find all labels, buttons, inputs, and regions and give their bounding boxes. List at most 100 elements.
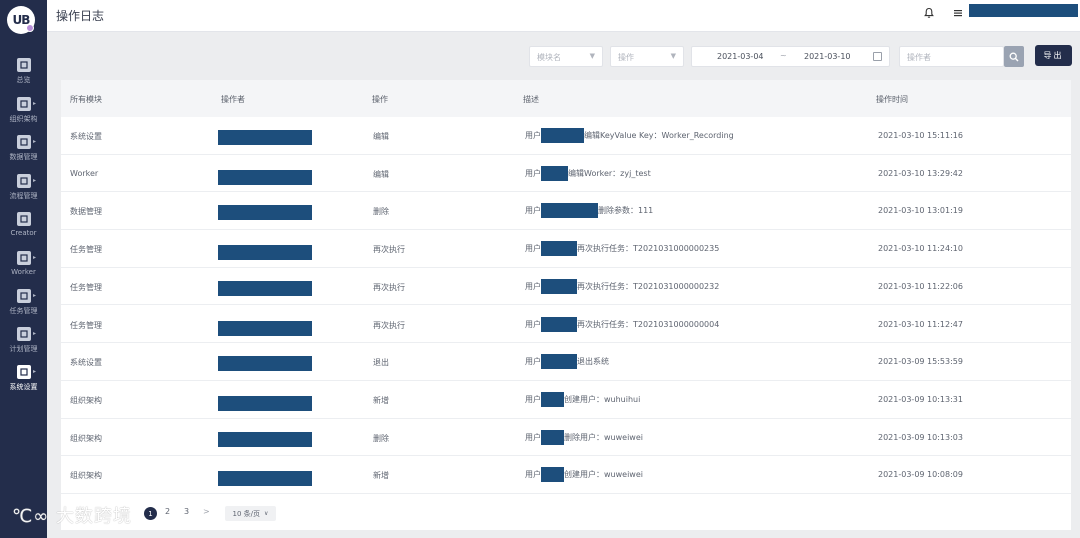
date-end[interactable]: 2021-03-10 xyxy=(804,52,851,61)
sidebar-item-5[interactable]: Worker ▸ xyxy=(0,249,47,285)
chevron-right-icon: ▸ xyxy=(32,368,36,375)
sidebar-item-8[interactable]: 系统设置 ▸ xyxy=(0,363,47,399)
cell-description: 用户 再次执行任务：T2021031000000232 xyxy=(525,278,719,294)
description-prefix: 用户 xyxy=(525,357,541,367)
cell-time: 2021-03-09 10:08:09 xyxy=(878,470,963,480)
cell-operation: 新增 xyxy=(373,395,389,405)
settings-icon xyxy=(16,365,31,379)
description-prefix: 用户 xyxy=(525,432,541,442)
user-redacted xyxy=(541,354,577,370)
sidebar-item-label: 数据管理 xyxy=(9,153,38,161)
user-account-redacted[interactable] xyxy=(969,4,1078,17)
logo-badge xyxy=(26,24,34,32)
cell-module: 系统设置 xyxy=(70,132,102,141)
cell-operation: 再次执行 xyxy=(373,245,405,255)
sidebar-item-label: 总览 xyxy=(16,76,31,84)
table-row[interactable]: 数据管理 删除 用户 删除参数：111 2021-03-10 13:01:19 xyxy=(61,192,1071,231)
page-3-button[interactable]: 3 xyxy=(184,507,190,516)
sidebar-item-7[interactable]: 计划管理 ▸ xyxy=(0,325,47,361)
menu-icon[interactable] xyxy=(953,8,963,18)
cell-description: 用户 创建用户：wuweiwei xyxy=(525,467,643,483)
table-row[interactable]: 任务管理 再次执行 用户 再次执行任务：T2021031000000004 2021-0… xyxy=(61,306,1071,344)
description-text: 删除用户：wuweiwei xyxy=(564,432,643,442)
monitor-icon xyxy=(16,212,31,226)
cell-description: 用户 再次执行任务：T2021031000000004 xyxy=(525,316,720,332)
operator-redacted xyxy=(218,205,312,221)
sidebar-item-label: 系统设置 xyxy=(9,383,38,391)
operator-redacted xyxy=(218,356,312,372)
column-header-operator: 操作者 xyxy=(221,95,245,104)
table-row[interactable]: 组织架构 新增 用户 创建用户：wuweiwei 2021-03-09 10:08:09 xyxy=(61,456,1071,494)
page-title: 操作日志 xyxy=(56,9,105,23)
cell-operation: 再次执行 xyxy=(373,282,405,292)
table-row[interactable]: 组织架构 删除 用户 删除用户：wuweiwei 2021-03-09 10:13:03 xyxy=(61,419,1071,457)
table-header: 所有模块 操作者 操作 描述 操作时间 xyxy=(61,80,1071,117)
column-header-operation: 操作 xyxy=(372,95,388,104)
description-prefix: 用户 xyxy=(525,319,541,329)
chevron-right-icon: ▸ xyxy=(32,100,36,107)
page-2-button[interactable]: 2 xyxy=(165,507,171,516)
sidebar-item-label: 组织架构 xyxy=(9,115,38,123)
chevron-right-icon: ▸ xyxy=(32,177,36,184)
sidebar-item-6[interactable]: 任务管理 ▸ xyxy=(0,287,47,323)
sidebar-item-1[interactable]: 组织架构 ▸ xyxy=(0,95,47,131)
sidebar-item-0[interactable]: 总览 xyxy=(0,56,47,92)
operator-search-input[interactable]: 操作者 xyxy=(899,46,1004,67)
date-start[interactable]: 2021-03-04 xyxy=(717,52,764,61)
description-prefix: 用户 xyxy=(525,244,541,254)
column-header-time: 操作时间 xyxy=(876,95,908,104)
user-redacted xyxy=(541,203,598,219)
cell-operation: 新增 xyxy=(373,471,389,481)
table-row[interactable]: 组织架构 新增 用户 创建用户：wuhuihui 2021-03-09 10:13:31 xyxy=(61,381,1071,419)
operator-redacted xyxy=(218,245,312,261)
table-row[interactable]: 系统设置 编辑 用户 编辑KeyValue Key：Worker_Recording 2… xyxy=(61,117,1071,155)
search-button[interactable] xyxy=(1004,46,1024,67)
page-size-select[interactable]: 10 条/页 ∨ xyxy=(225,506,276,521)
log-table: 所有模块 操作者 操作 描述 操作时间 系统设置 编辑 用户 编辑KeyValue K… xyxy=(61,80,1071,530)
sidebar-item-3[interactable]: 流程管理 ▸ xyxy=(0,172,47,208)
cell-description: 用户 再次执行任务：T2021031000000235 xyxy=(525,241,719,257)
column-header-module[interactable]: 所有模块 xyxy=(70,95,102,104)
table-row[interactable]: 任务管理 再次执行 用户 再次执行任务：T2021031000000235 2021-0… xyxy=(61,230,1071,268)
table-row[interactable]: 任务管理 再次执行 用户 再次执行任务：T2021031000000232 2021-0… xyxy=(61,268,1071,306)
operator-redacted xyxy=(218,395,312,411)
operation-select-placeholder: 操作 xyxy=(618,53,634,62)
cell-module: 任务管理 xyxy=(70,245,102,255)
chevron-right-icon: ▸ xyxy=(32,330,36,337)
description-text: 再次执行任务：T2021031000000004 xyxy=(577,319,720,329)
cell-time: 2021-03-10 15:11:16 xyxy=(878,131,963,140)
table-row[interactable]: 系统设置 退出 用户 退出系统 2021-03-09 15:53:59 xyxy=(61,343,1071,381)
operation-select[interactable]: 操作 ▼ xyxy=(610,46,684,67)
cell-description: 用户 退出系统 xyxy=(525,354,609,370)
table-row[interactable]: Worker 编辑 用户 编辑Worker：zyj_test 2021-03-10 13… xyxy=(61,155,1071,193)
sidebar-item-label: 计划管理 xyxy=(9,345,38,353)
operator-redacted xyxy=(218,169,312,185)
home-icon xyxy=(16,58,31,72)
module-select[interactable]: 模块名 ▼ xyxy=(529,46,603,67)
watermark-logo: ℃∞ xyxy=(12,506,56,527)
description-text: 创建用户：wuhuihui xyxy=(564,394,641,404)
sidebar-item-2[interactable]: 数据管理 ▸ xyxy=(0,133,47,169)
sidebar: UB 总览 组织架构 ▸ 数据管理 ▸ 流程管理 ▸ Creator Worker ▸ 任务管理 ▸ 计… xyxy=(0,0,47,538)
sidebar-item-label: Creator xyxy=(10,229,37,237)
cell-time: 2021-03-10 11:12:47 xyxy=(878,319,963,329)
app-logo[interactable]: UB xyxy=(7,6,35,34)
sidebar-item-4[interactable]: Creator xyxy=(0,210,47,246)
next-page-button[interactable]: > xyxy=(203,507,210,516)
description-prefix: 用户 xyxy=(525,168,541,178)
date-separator: ~ xyxy=(780,51,787,60)
user-redacted xyxy=(541,391,564,407)
sidebar-item-label: 任务管理 xyxy=(9,307,38,315)
calendar-icon xyxy=(873,52,882,61)
export-button[interactable]: 导出 xyxy=(1035,45,1072,66)
description-prefix: 用户 xyxy=(525,206,541,216)
bell-icon[interactable] xyxy=(923,7,935,19)
description-prefix: 用户 xyxy=(525,131,541,140)
page-1-button[interactable]: 1 xyxy=(144,507,157,520)
search-icon xyxy=(1009,52,1019,61)
date-range-picker[interactable]: 2021-03-04 ~ 2021-03-10 xyxy=(691,46,890,67)
worker-icon xyxy=(16,251,31,265)
user-redacted xyxy=(541,429,564,445)
operator-redacted xyxy=(218,320,312,336)
user-redacted xyxy=(541,316,577,332)
